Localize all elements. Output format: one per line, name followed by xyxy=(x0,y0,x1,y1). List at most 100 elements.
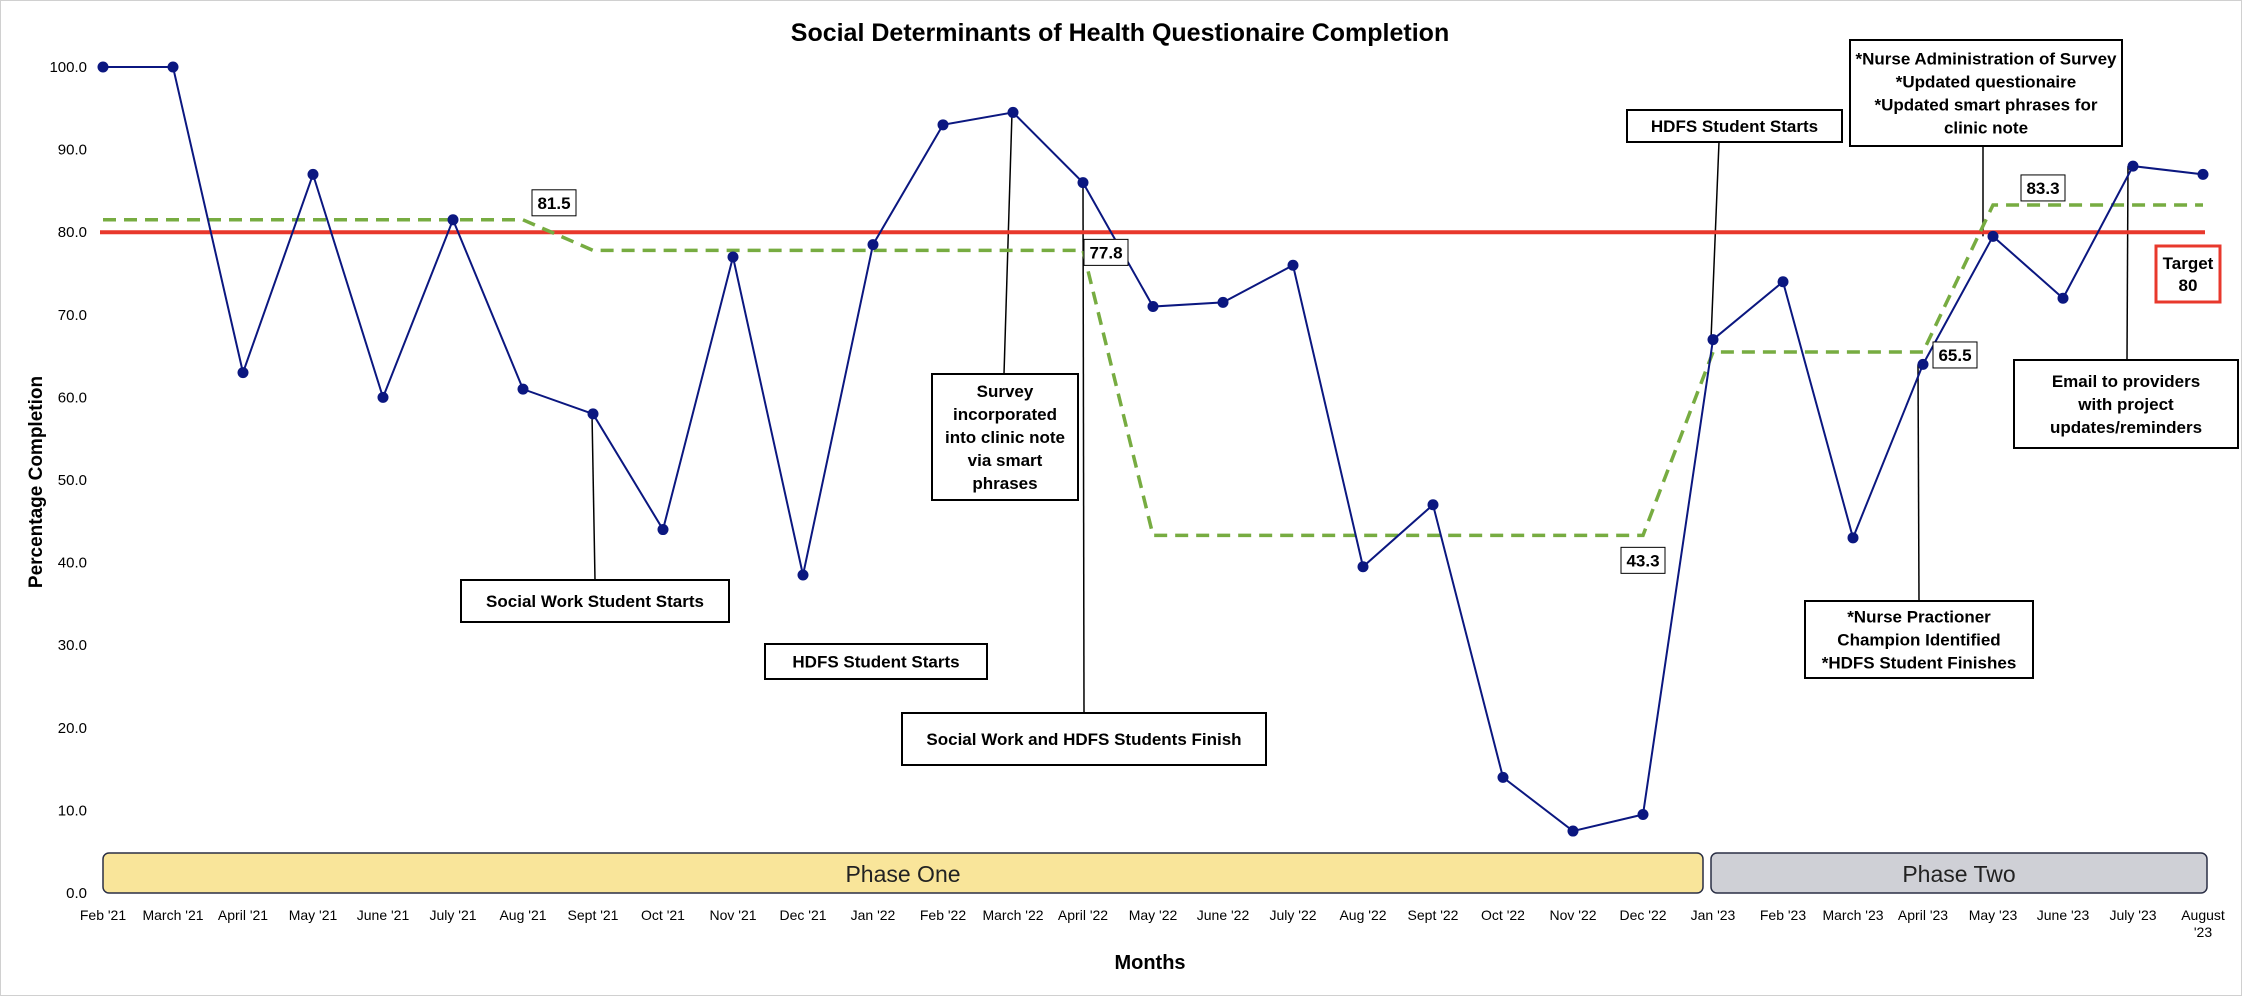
annotation-text: Social Work and HDFS Students Finish xyxy=(926,730,1241,749)
x-tick-label: April '23 xyxy=(1898,907,1948,923)
x-tick-label: Feb '23 xyxy=(1760,907,1806,923)
y-tick-label: 40.0 xyxy=(58,555,87,572)
chart-title: Social Determinants of Health Questionai… xyxy=(791,19,1449,47)
annotation-box xyxy=(764,643,988,680)
data-point xyxy=(1357,561,1369,573)
median-value-label: 81.5 xyxy=(537,194,570,213)
x-tick-label: June '23 xyxy=(2037,907,2090,923)
annotation-box xyxy=(1804,600,2034,679)
y-tick-label: 10.0 xyxy=(58,802,87,819)
x-tick-label: Nov '22 xyxy=(1549,907,1596,923)
value-labels: 81.5 77.8 43.3 65.5 83.3 Target 80 xyxy=(531,174,2222,574)
data-point xyxy=(1077,177,1089,189)
annotation-text: into clinic note xyxy=(945,428,1065,447)
data-point xyxy=(377,391,389,403)
annotation-text: HDFS Student Starts xyxy=(792,653,959,672)
annotation-box xyxy=(1626,109,1843,143)
x-axis-label: Months xyxy=(1114,952,1185,974)
data-point xyxy=(1427,499,1439,511)
data-point xyxy=(517,383,529,395)
data-point xyxy=(2197,168,2209,180)
annotation-text: phrases xyxy=(972,474,1037,493)
median-value-box xyxy=(1620,546,1666,574)
data-point xyxy=(867,239,879,251)
x-tick-label: Aug '22 xyxy=(1339,907,1386,923)
median-value-label: 77.8 xyxy=(1089,243,1122,262)
annotation-connector xyxy=(1003,112,1013,375)
annotation-text: *Nurse Administration of Survey xyxy=(1855,50,2117,69)
median-value-box xyxy=(2020,174,2066,202)
target-label-text: 80 xyxy=(2179,276,2198,295)
data-point xyxy=(657,524,669,536)
median-value-box xyxy=(1083,238,1129,266)
annotation-connector xyxy=(1710,141,1720,340)
median-line xyxy=(103,203,2203,538)
annotation-text: updates/reminders xyxy=(2050,418,2202,437)
x-tick-label: August '23 xyxy=(2181,907,2225,940)
data-point xyxy=(1917,358,1929,370)
data-points xyxy=(97,61,2209,837)
data-point xyxy=(1007,106,1019,118)
x-tick-label: April '21 xyxy=(218,907,268,923)
annotations: Social Work Student Starts HDFS Student S… xyxy=(460,39,2239,766)
annotation-text: *Nurse Practioner xyxy=(1847,608,1991,627)
y-tick-label: 0.0 xyxy=(66,885,87,902)
x-tick-label: March '23 xyxy=(1822,907,1883,923)
data-point xyxy=(1637,809,1649,821)
annotation-text: with project xyxy=(2077,395,2174,414)
annotation-text: via smart xyxy=(968,451,1043,470)
target-label-text: Target xyxy=(2163,254,2214,273)
median-value-label: 43.3 xyxy=(1626,551,1659,570)
annotation-text: HDFS Student Starts xyxy=(1651,117,1818,136)
annotation-box xyxy=(2013,359,2239,449)
annotation-text: *HDFS Student Finishes xyxy=(1822,654,2017,673)
median-value-label: 65.5 xyxy=(1938,346,1971,365)
data-point xyxy=(167,61,179,73)
annotation-connector xyxy=(591,413,596,581)
annotation-text: Survey xyxy=(977,382,1034,401)
median-value-box xyxy=(1932,341,1978,369)
y-tick-label: 100.0 xyxy=(49,59,87,76)
x-tick-label: Nov '21 xyxy=(709,907,756,923)
median-value-label: 83.3 xyxy=(2026,179,2059,198)
x-tick-label: March '22 xyxy=(982,907,1043,923)
data-point xyxy=(1497,771,1509,783)
x-tick-label: Feb '21 xyxy=(80,907,126,923)
x-axis: Feb '21 March '21 April '21 May '21 June '21… xyxy=(80,907,2225,940)
y-tick-label: 90.0 xyxy=(58,142,87,159)
phase-bands: Phase One Phase Two xyxy=(102,852,2208,894)
x-tick-label: Sept '21 xyxy=(568,907,619,923)
y-axis-label: Percentage Completion xyxy=(26,376,47,588)
x-tick-label: July '21 xyxy=(429,907,476,923)
x-tick-label: Sept '22 xyxy=(1408,907,1459,923)
target-label-box xyxy=(2154,244,2222,304)
data-point xyxy=(797,569,809,581)
x-tick-label: Dec '22 xyxy=(1619,907,1666,923)
annotation-text: incorporated xyxy=(953,405,1057,424)
y-tick-label: 80.0 xyxy=(58,224,87,241)
y-axis: 0.0 10.0 20.0 30.0 40.0 50.0 60.0 70.0 80.0 90.0 1… xyxy=(49,59,87,902)
y-tick-label: 70.0 xyxy=(58,307,87,324)
x-tick-label: July '22 xyxy=(1269,907,1316,923)
x-tick-label: Aug '21 xyxy=(499,907,546,923)
y-tick-label: 50.0 xyxy=(58,472,87,489)
data-point xyxy=(1567,825,1579,837)
annotation-connector xyxy=(1917,364,1920,602)
x-tick-label: Oct '21 xyxy=(641,907,685,923)
annotation-text: Email to providers xyxy=(2052,372,2200,391)
annotation-connector xyxy=(2126,166,2129,361)
x-tick-label: May '21 xyxy=(289,907,338,923)
data-point xyxy=(307,168,319,180)
x-tick-label: June '22 xyxy=(1197,907,1250,923)
data-point xyxy=(1987,230,1999,242)
annotation-connector xyxy=(1082,182,1085,714)
data-point xyxy=(447,214,459,226)
annotation-box xyxy=(931,373,1079,501)
median-value-box xyxy=(531,189,577,217)
annotation-text: Social Work Student Starts xyxy=(486,592,704,611)
phase-label: Phase Two xyxy=(1902,861,2015,887)
y-tick-label: 60.0 xyxy=(58,389,87,406)
